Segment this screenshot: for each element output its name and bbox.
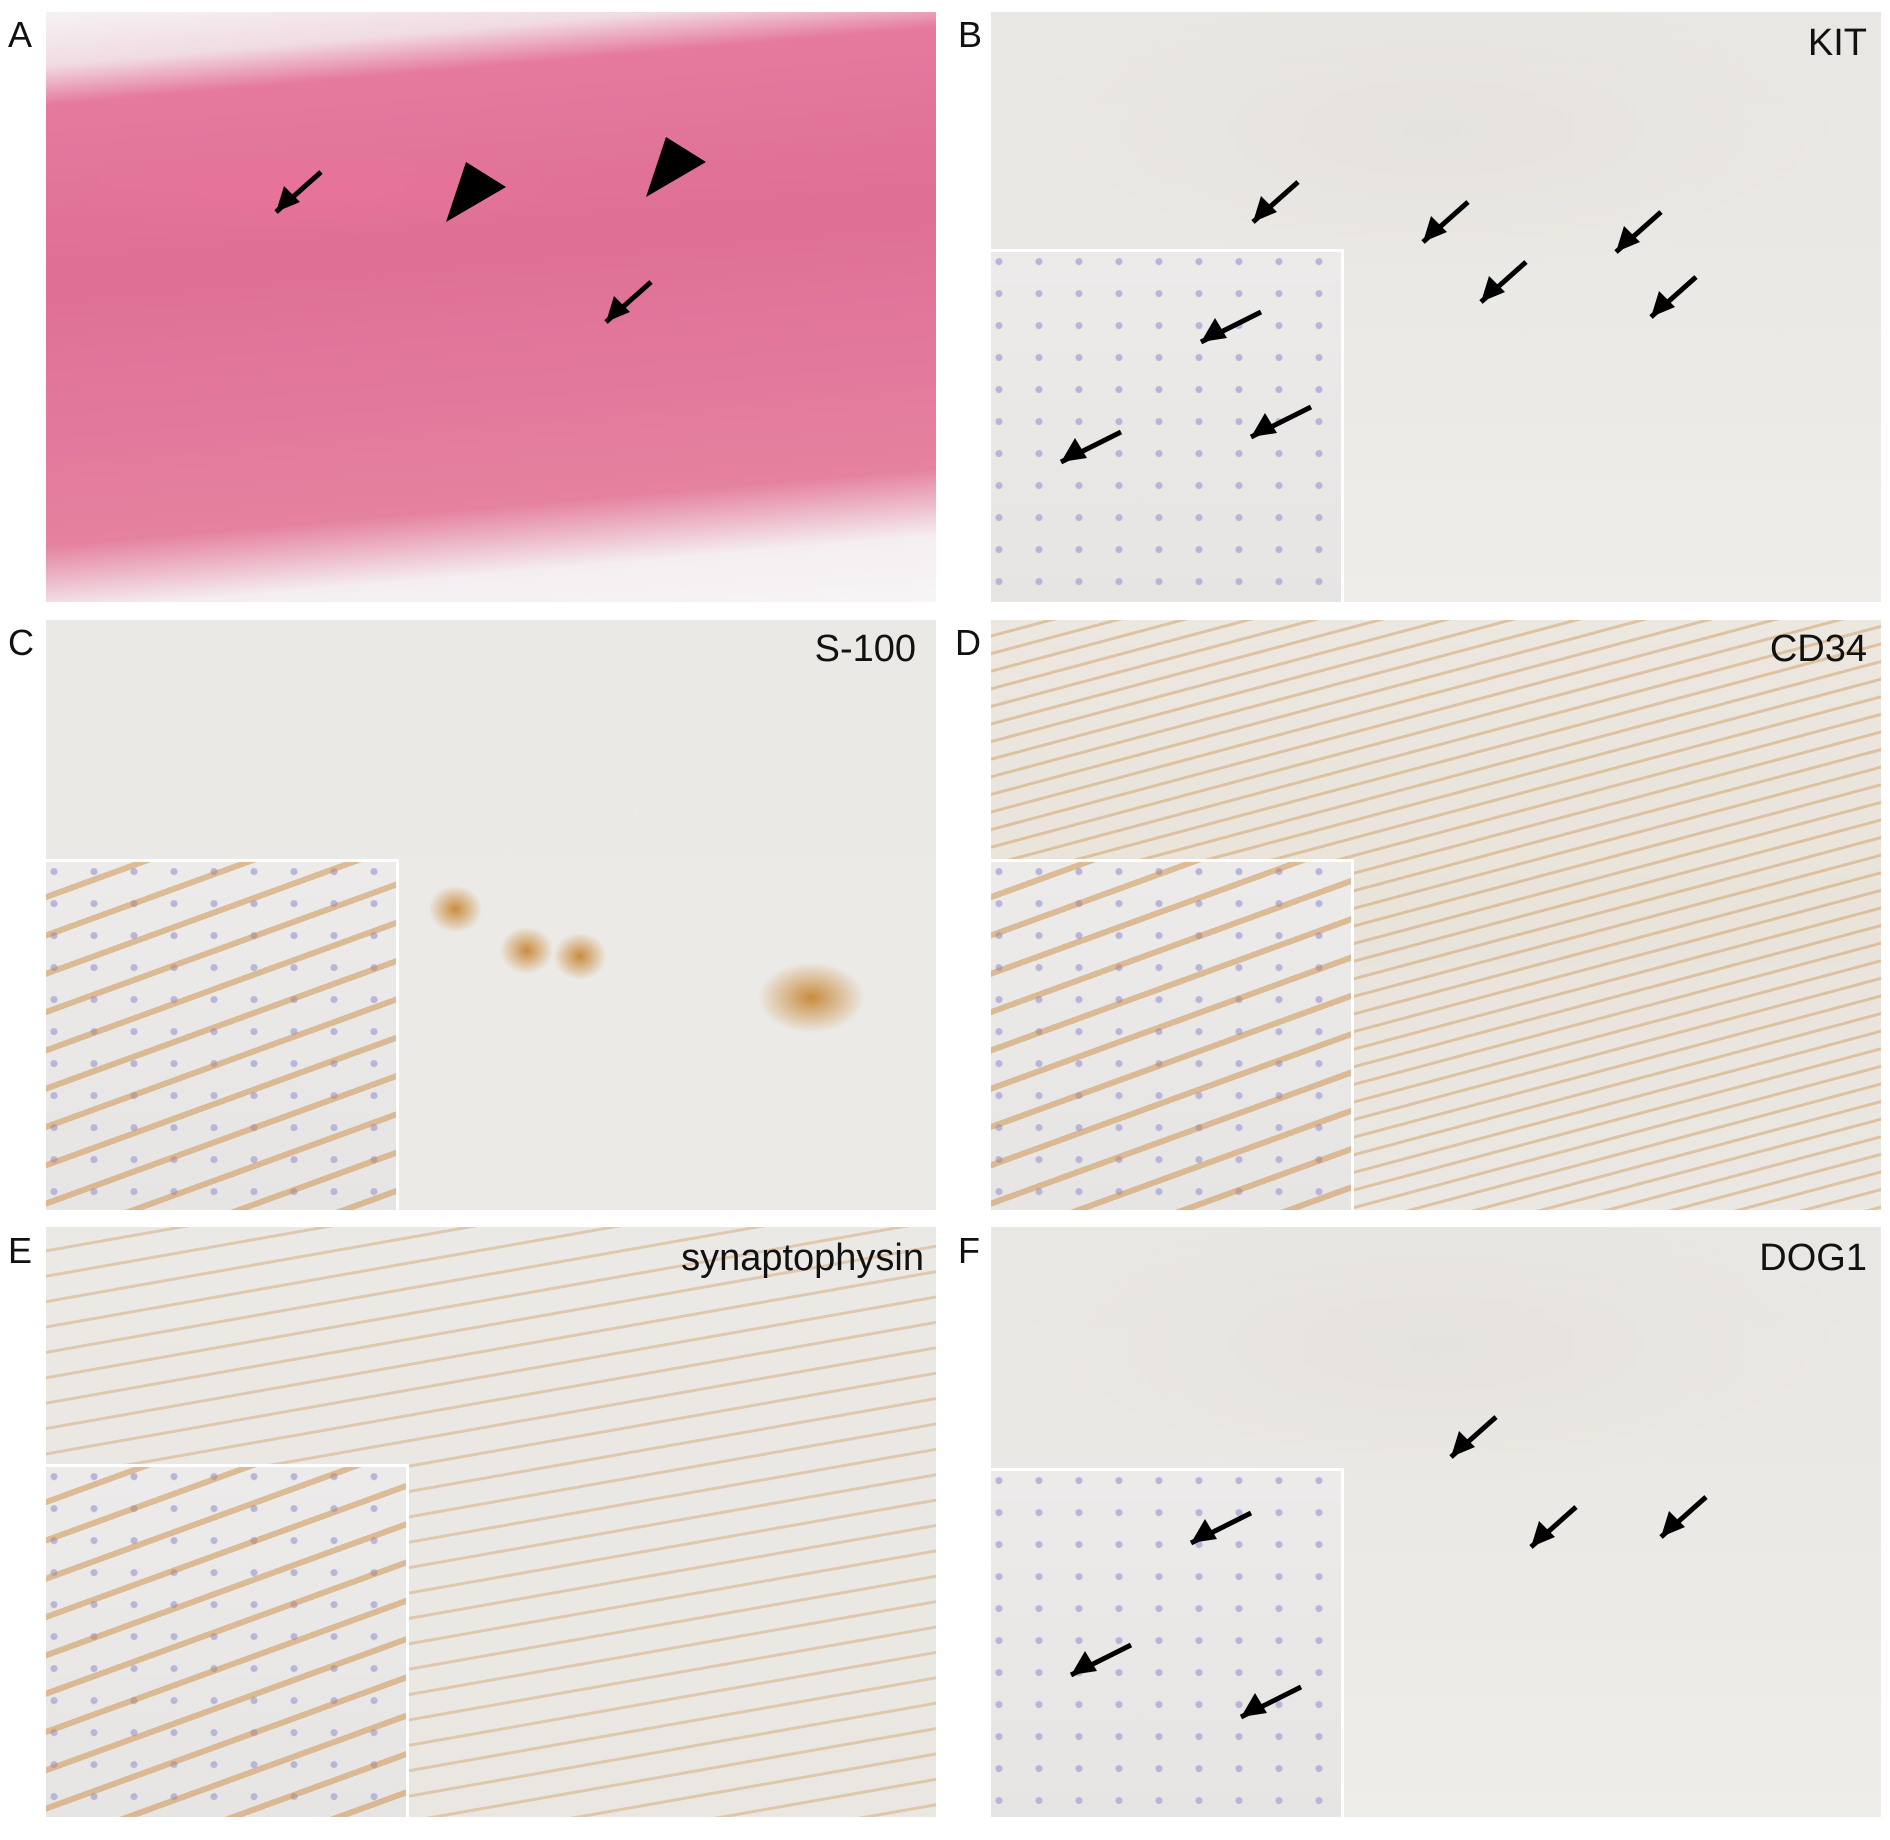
arrow-icon bbox=[1449, 1415, 1498, 1459]
panel-f-dog1-micrograph: DOG1 bbox=[991, 1227, 1881, 1817]
inset-magnified bbox=[991, 249, 1344, 602]
inset-magnified bbox=[46, 859, 399, 1210]
panel-e-synaptophysin-micrograph: synaptophysin bbox=[46, 1227, 936, 1817]
arrow-icon bbox=[1251, 180, 1300, 224]
arrow-icon bbox=[1659, 1495, 1708, 1539]
arrow-icon bbox=[1529, 1505, 1578, 1549]
arrow-icon bbox=[1614, 210, 1663, 254]
stain-label: DOG1 bbox=[1759, 1237, 1867, 1279]
panel-letter-c: C bbox=[8, 622, 34, 663]
stain-label: S-100 bbox=[814, 628, 916, 670]
panel-letter-e: E bbox=[8, 1230, 33, 1271]
panel-a-annotations bbox=[274, 137, 706, 324]
panel-letter-b: B bbox=[958, 14, 983, 55]
arrowhead-icon bbox=[446, 162, 506, 222]
arrowhead-icon bbox=[646, 137, 706, 197]
inset-magnified bbox=[46, 1464, 409, 1817]
arrow-icon bbox=[1421, 200, 1470, 244]
stain-label: CD34 bbox=[1769, 628, 1867, 670]
arrow-icon bbox=[604, 280, 653, 324]
arrow-icon bbox=[1239, 1684, 1303, 1720]
panel-c-s100-micrograph: S-100 bbox=[46, 620, 936, 1210]
inset-magnified bbox=[991, 1468, 1344, 1817]
arrow-icon bbox=[1059, 429, 1123, 465]
arrow-icon bbox=[274, 170, 323, 214]
panel-letter-d: D bbox=[955, 622, 981, 663]
panel-b-kit-micrograph: KIT bbox=[991, 12, 1881, 602]
stain-label: KIT bbox=[1807, 22, 1867, 64]
panel-f-arrows bbox=[1069, 1415, 1708, 1720]
panel-letter-a: A bbox=[8, 14, 33, 55]
arrow-icon bbox=[1069, 1642, 1133, 1678]
arrow-icon bbox=[1199, 309, 1263, 345]
inset-magnified bbox=[991, 859, 1354, 1210]
arrow-icon bbox=[1189, 1510, 1253, 1546]
panel-a-he-micrograph bbox=[46, 12, 936, 602]
arrow-icon bbox=[1479, 260, 1528, 304]
stain-label: synaptophysin bbox=[681, 1237, 924, 1279]
arrow-icon bbox=[1649, 275, 1698, 319]
arrow-icon bbox=[1249, 404, 1313, 440]
panel-d-cd34-micrograph: CD34 bbox=[991, 620, 1881, 1210]
panel-letter-f: F bbox=[958, 1230, 980, 1271]
panel-b-arrows bbox=[1059, 180, 1698, 465]
